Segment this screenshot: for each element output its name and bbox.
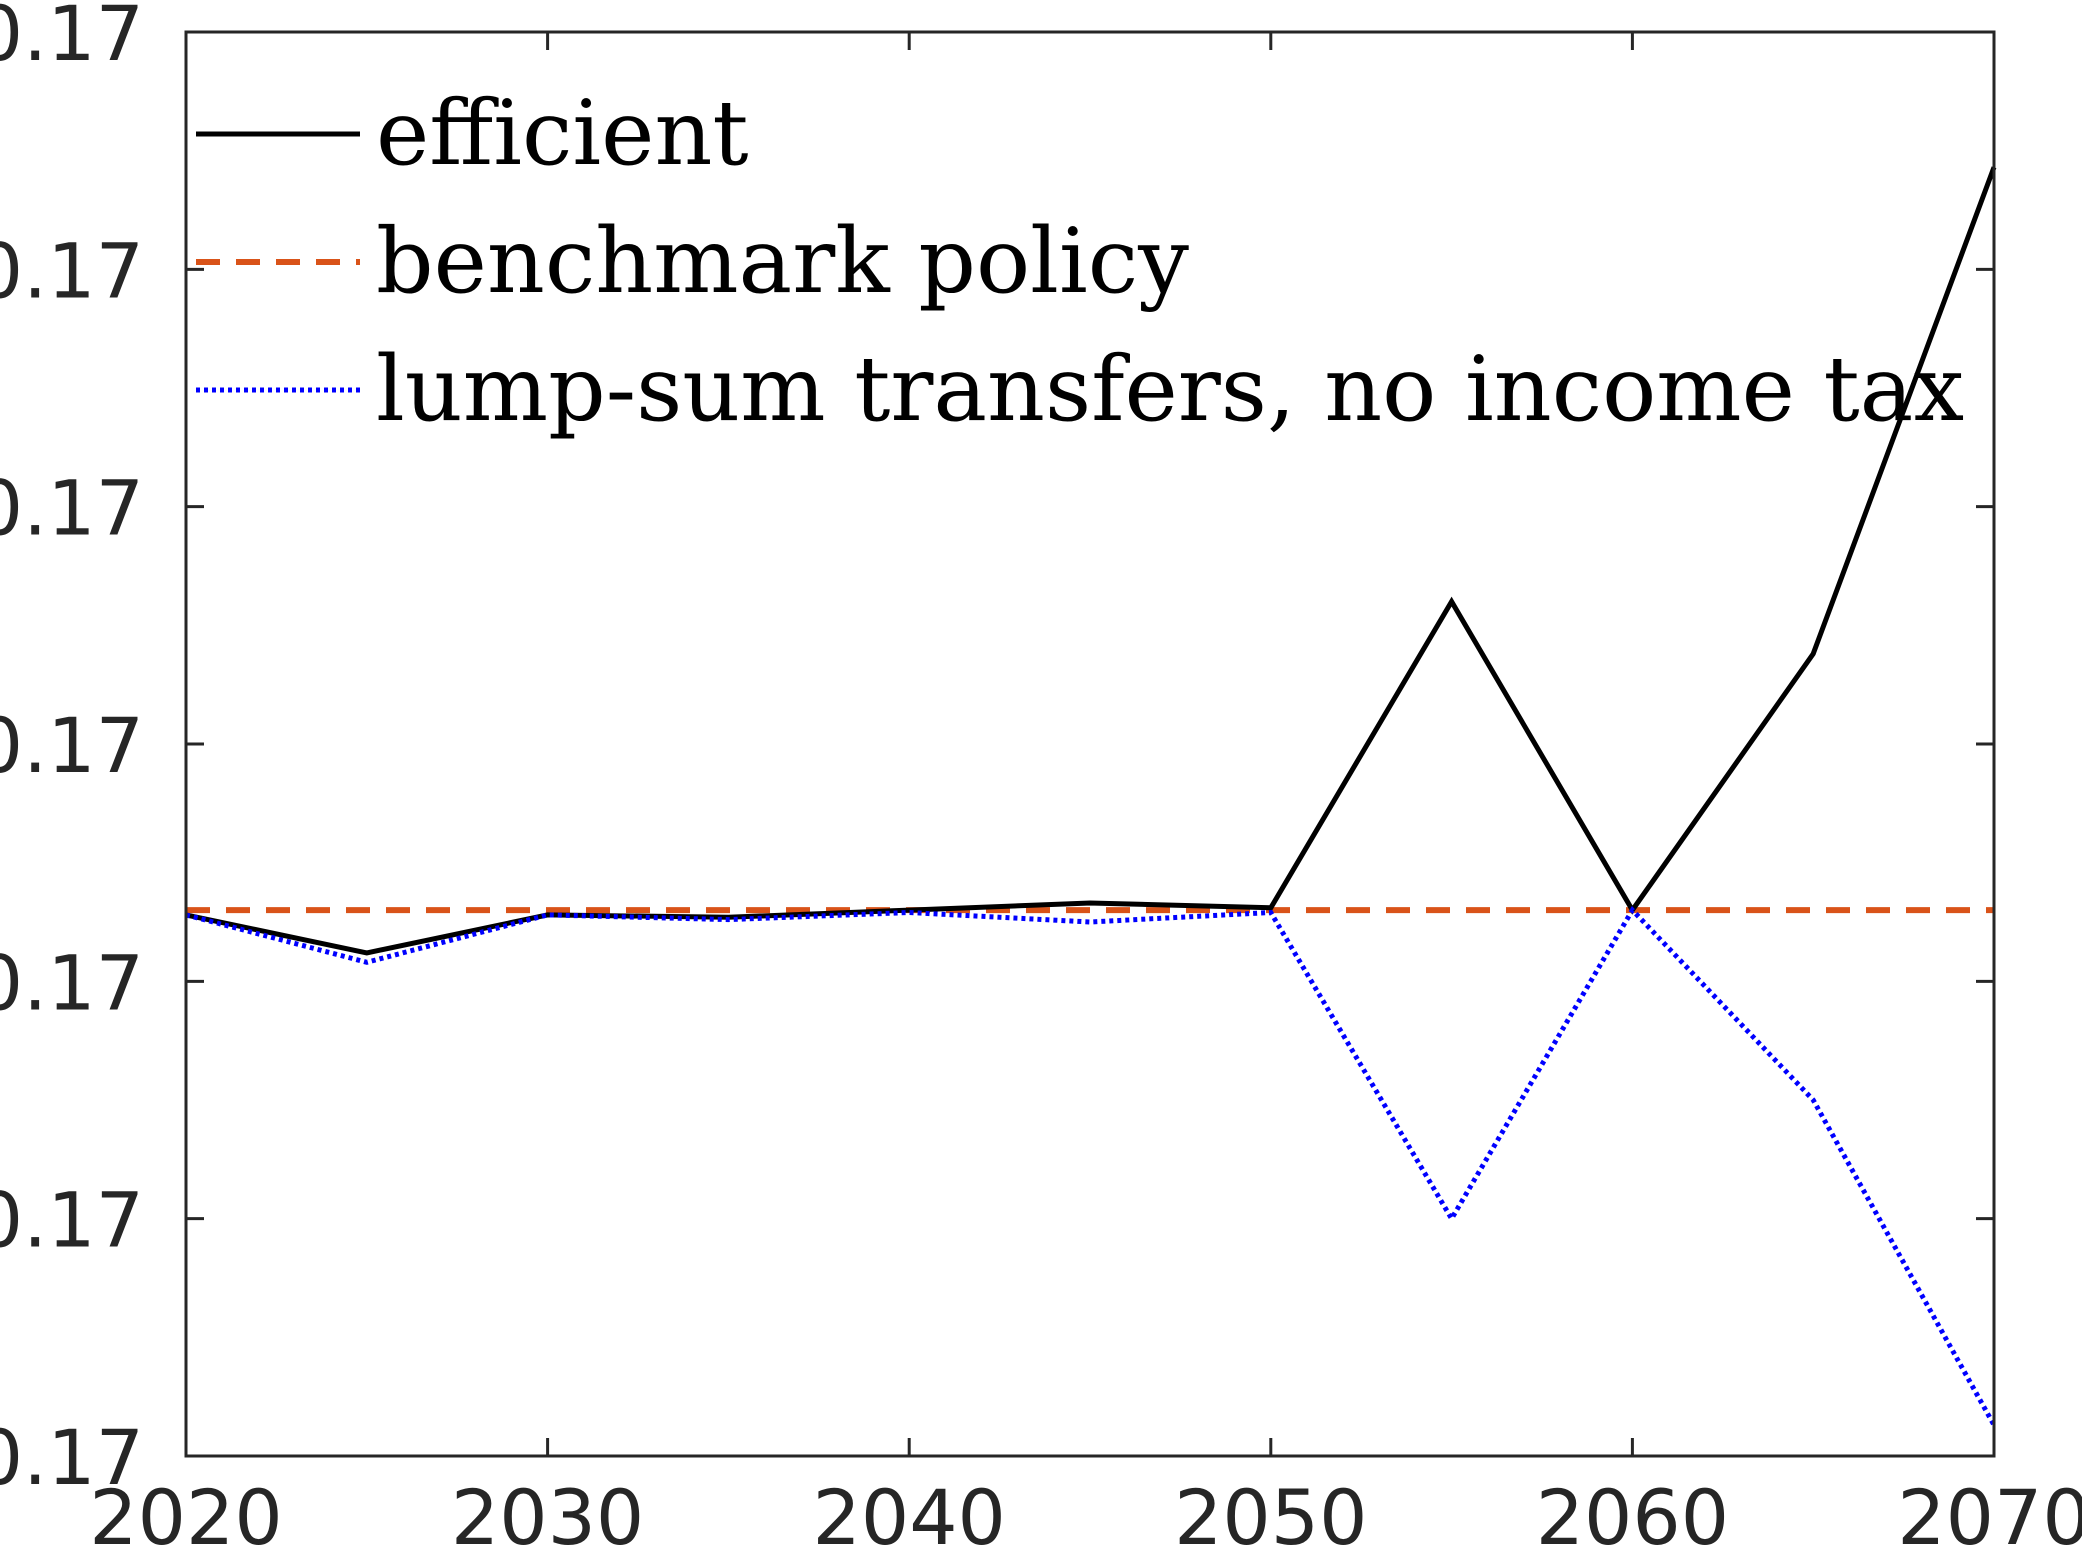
y-tick-label: 0.17 <box>0 938 144 1027</box>
legend-label: benchmark policy <box>376 209 1189 314</box>
ticks-layer <box>184 30 1996 1458</box>
y-tick-label: 0.17 <box>0 226 144 315</box>
x-tick-label: 2060 <box>1536 1473 1729 1554</box>
y-tick-label: 0.17 <box>0 0 144 78</box>
series-line-lump-sum-transfers-no-income-tax <box>185 905 1997 1427</box>
x-tick-label: 2020 <box>89 1473 282 1554</box>
y-tick-label: 0.17 <box>0 464 144 553</box>
x-tick-label: 2030 <box>451 1473 644 1554</box>
legend: efficient benchmark policy lump-sum transf… <box>196 81 1964 442</box>
x-tick-label: 2050 <box>1174 1473 1367 1554</box>
series-line-efficient <box>185 166 1997 956</box>
y-tick-label: 0.17 <box>0 1176 144 1265</box>
x-tick-label: 2040 <box>812 1473 1005 1554</box>
series-layer <box>185 166 1997 1427</box>
y-tick-label: 0.17 <box>0 701 144 790</box>
legend-label: efficient <box>376 81 749 186</box>
x-tick-label: 2070 <box>1897 1473 2082 1554</box>
legend-label: lump-sum transfers, no income tax <box>376 337 1964 442</box>
y-tick-label: 0.17 <box>0 1413 144 1502</box>
